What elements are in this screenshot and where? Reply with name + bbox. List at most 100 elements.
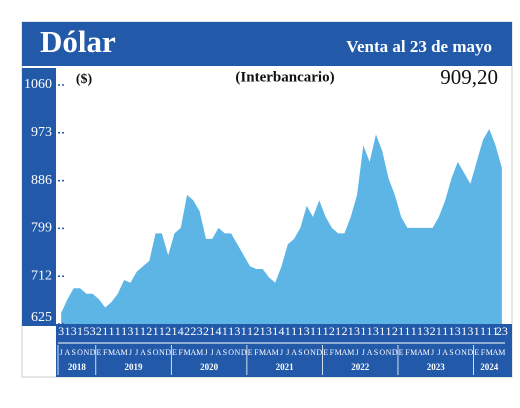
x-tick-label: E bbox=[172, 348, 177, 357]
day-label: 3 bbox=[127, 324, 133, 338]
x-tick-label: J bbox=[135, 348, 138, 357]
day-label: 1 bbox=[442, 324, 448, 338]
day-label: 1 bbox=[411, 324, 417, 338]
day-label: 3 bbox=[304, 324, 310, 338]
day-label: 3 bbox=[197, 324, 203, 338]
day-label: 1 bbox=[209, 324, 215, 338]
x-tick-label: D bbox=[316, 348, 322, 357]
day-label: 2 bbox=[203, 324, 209, 338]
x-tick-label: A bbox=[140, 348, 146, 357]
y-tick-label: 886 bbox=[31, 173, 52, 188]
x-tick-label: A bbox=[417, 348, 423, 357]
day-label: 1 bbox=[140, 324, 146, 338]
year-label: 2022 bbox=[351, 362, 370, 372]
year-label: 2020 bbox=[200, 362, 219, 372]
x-tick-label: M bbox=[108, 348, 115, 357]
x-tick-label: O bbox=[153, 348, 159, 357]
note: (Interbancario) bbox=[235, 69, 334, 85]
day-label: 1 bbox=[398, 324, 404, 338]
day-label: 3 bbox=[423, 324, 429, 338]
x-tick-label: D bbox=[90, 348, 96, 357]
x-tick-label: A bbox=[190, 348, 196, 357]
day-label: 1 bbox=[386, 324, 392, 338]
y-tick-label: 799 bbox=[31, 221, 52, 236]
day-label: 1 bbox=[285, 324, 291, 338]
day-label: 1 bbox=[461, 324, 467, 338]
x-tick-label: M bbox=[184, 348, 191, 357]
day-label: 1 bbox=[109, 324, 115, 338]
x-tick-label: A bbox=[65, 348, 71, 357]
day-label: 2 bbox=[430, 324, 436, 338]
year-label: 2021 bbox=[276, 362, 295, 372]
x-tick-label: M bbox=[498, 348, 505, 357]
day-label: 1 bbox=[316, 324, 322, 338]
x-tick-label: S bbox=[72, 348, 76, 357]
x-tick-label: N bbox=[386, 348, 392, 357]
x-tick-label: M bbox=[410, 348, 417, 357]
x-tick-label: M bbox=[486, 348, 493, 357]
x-tick-label: M bbox=[121, 348, 128, 357]
day-label: 3 bbox=[71, 324, 77, 338]
x-tick-label: D bbox=[467, 348, 473, 357]
day-label: 4 bbox=[216, 324, 222, 338]
x-tick-label: E bbox=[399, 348, 404, 357]
x-tick-label: J bbox=[280, 348, 283, 357]
day-label: 1 bbox=[493, 324, 499, 338]
day-label: 1 bbox=[379, 324, 385, 338]
day-label: 1 bbox=[134, 324, 140, 338]
day-label: 1 bbox=[486, 324, 492, 338]
x-tick-label: N bbox=[461, 348, 467, 357]
day-label: 1 bbox=[228, 324, 234, 338]
day-label: 23 bbox=[496, 324, 508, 338]
day-label: 1 bbox=[159, 324, 165, 338]
x-tick-label: J bbox=[60, 348, 63, 357]
day-label: 3 bbox=[354, 324, 360, 338]
y-tick-label: 973 bbox=[31, 125, 52, 140]
x-tick-label: F bbox=[254, 348, 259, 357]
day-label: 2 bbox=[392, 324, 398, 338]
x-tick-label: E bbox=[248, 348, 253, 357]
x-tick-label: N bbox=[83, 348, 89, 357]
day-label: 1 bbox=[436, 324, 442, 338]
day-label: 4 bbox=[279, 324, 285, 338]
day-label: 1 bbox=[102, 324, 108, 338]
x-tick-label: A bbox=[216, 348, 222, 357]
x-tick-label: J bbox=[362, 348, 365, 357]
x-tick-label: J bbox=[129, 348, 132, 357]
x-tick-label: J bbox=[211, 348, 214, 357]
x-tick-label: F bbox=[103, 348, 108, 357]
x-tick-label: M bbox=[335, 348, 342, 357]
day-label: 1 bbox=[480, 324, 486, 338]
x-tick-label: S bbox=[223, 348, 227, 357]
area bbox=[61, 128, 502, 324]
x-tick-label: D bbox=[241, 348, 247, 357]
day-label: 3 bbox=[90, 324, 96, 338]
x-tick-label: F bbox=[179, 348, 184, 357]
day-label: 1 bbox=[241, 324, 247, 338]
day-label: 1 bbox=[153, 324, 159, 338]
x-tick-label: A bbox=[342, 348, 348, 357]
year-label: 2018 bbox=[68, 362, 87, 372]
x-tick-label: M bbox=[347, 348, 354, 357]
day-label: 3 bbox=[455, 324, 461, 338]
day-label: 1 bbox=[404, 324, 410, 338]
x-tick-label: A bbox=[367, 348, 373, 357]
x-tick-label: J bbox=[286, 348, 289, 357]
x-tick-label: E bbox=[474, 348, 479, 357]
x-tick-label: D bbox=[392, 348, 398, 357]
day-label: 1 bbox=[448, 324, 454, 338]
day-label: 1 bbox=[417, 324, 423, 338]
day-label: 2 bbox=[146, 324, 152, 338]
x-tick-label: F bbox=[330, 348, 335, 357]
x-tick-label: J bbox=[355, 348, 358, 357]
day-label: 3 bbox=[266, 324, 272, 338]
chart-title: Dólar bbox=[40, 24, 116, 59]
x-tick-label: A bbox=[115, 348, 121, 357]
day-label: 1 bbox=[297, 324, 303, 338]
year-label: 2019 bbox=[125, 362, 144, 372]
y-axis-bar bbox=[22, 68, 56, 326]
day-label: 1 bbox=[171, 324, 177, 338]
day-label: 2 bbox=[165, 324, 171, 338]
day-label: 2 bbox=[96, 324, 102, 338]
